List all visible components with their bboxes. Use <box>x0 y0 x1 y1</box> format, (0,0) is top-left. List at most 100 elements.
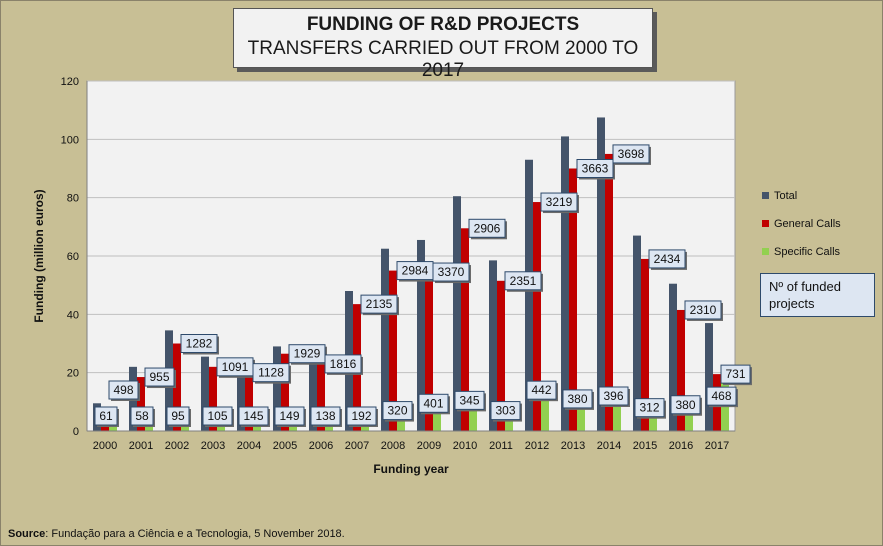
data-label-box <box>238 406 269 426</box>
data-label-box <box>274 406 305 426</box>
chart-title-box: FUNDING OF R&D PROJECTS TRANSFERS CARRIE… <box>233 8 653 81</box>
x-tick-label: 2011 <box>489 440 513 452</box>
data-label-text: 1816 <box>330 357 357 371</box>
data-label-box <box>360 294 398 314</box>
data-label-box <box>418 393 449 413</box>
general-calls-bar <box>677 309 685 431</box>
specific-projects-label: 468 <box>706 386 738 408</box>
specific-projects-label: 380 <box>562 389 594 410</box>
data-label-text: 3219 <box>546 195 573 209</box>
data-label-box <box>720 364 751 384</box>
general-projects-label: 2310 <box>684 300 723 321</box>
source-text: : Fundação para a Ciência e a Tecnologia… <box>45 528 345 540</box>
x-tick-label: 2010 <box>453 440 477 452</box>
specific-projects-label: 61 <box>94 406 119 427</box>
general-projects-label: 1816 <box>324 354 363 375</box>
specific-calls-bar <box>613 396 621 431</box>
specific-projects-label: 401 <box>418 393 450 415</box>
data-label-box <box>598 386 629 406</box>
general-calls-bar <box>425 272 433 431</box>
data-label-box <box>180 334 218 353</box>
specific-projects-label: 149 <box>274 406 306 427</box>
data-label-text: 61 <box>99 409 113 423</box>
data-label-box <box>670 395 701 415</box>
total-bar <box>489 260 497 431</box>
legend: Total General Calls Specific Calls <box>762 190 841 258</box>
data-label-text: 145 <box>243 409 263 423</box>
x-tick-label: 2003 <box>201 440 225 452</box>
specific-projects-label: 95 <box>166 406 191 427</box>
legend-general-calls-label: General Calls <box>774 218 841 230</box>
total-bar <box>525 159 533 431</box>
y-axis-ticks: 0 20 40 60 80 100 120 <box>61 76 79 438</box>
specific-projects-label: 442 <box>526 380 558 402</box>
data-label-text: 3370 <box>438 265 465 279</box>
x-tick-label: 2000 <box>93 440 117 452</box>
data-label-box <box>310 406 341 426</box>
specific-calls-bar <box>109 423 117 431</box>
x-tick-label: 2002 <box>165 440 189 452</box>
specific-calls-bar <box>253 423 261 431</box>
general-calls-bar <box>173 343 181 431</box>
general-projects-label: 1282 <box>180 334 219 355</box>
data-label-text: 2351 <box>510 274 537 288</box>
x-tick-label: 2014 <box>597 440 621 452</box>
general-projects-label: 3698 <box>612 144 651 165</box>
general-projects-label: 2434 <box>648 249 687 270</box>
y-axis-title: Funding (million euros) <box>32 189 46 322</box>
specific-calls-bar <box>541 390 549 431</box>
source-label: Source <box>8 528 46 540</box>
specific-calls-bar <box>469 400 477 431</box>
general-calls-bar <box>497 280 505 431</box>
data-label-text: 731 <box>725 367 745 381</box>
x-tick-label: 2004 <box>237 440 261 452</box>
total-bar <box>273 346 281 431</box>
general-projects-label: 2984 <box>396 261 435 282</box>
specific-projects-label: 345 <box>454 390 486 412</box>
data-label-text: 192 <box>351 409 371 423</box>
general-calls-bar <box>245 372 253 431</box>
general-calls-bar <box>461 228 469 431</box>
data-label-text: 2310 <box>690 303 717 317</box>
y-tick-label: 40 <box>67 309 79 321</box>
general-projects-label: 731 <box>720 364 752 386</box>
x-tick-label: 2015 <box>633 440 657 452</box>
legend-specific-calls-label: Specific Calls <box>774 246 841 258</box>
y-tick-label: 120 <box>61 76 79 88</box>
x-tick-label: 2009 <box>417 440 441 452</box>
total-bar <box>381 248 389 431</box>
general-projects-label: 2351 <box>504 271 543 292</box>
general-calls-bar <box>533 202 541 431</box>
total-bar <box>633 235 641 431</box>
general-calls-bar <box>605 153 613 431</box>
specific-projects-label: 192 <box>346 406 378 427</box>
x-tick-label: 2016 <box>669 440 693 452</box>
x-axis-ticks: 2000 2001 2002 2003 2004 2005 2006 2007 2008 2009… <box>93 440 729 452</box>
data-label-text: 3698 <box>618 147 645 161</box>
data-label-text: 138 <box>315 409 335 423</box>
data-label-box <box>130 406 154 426</box>
data-label-text: 345 <box>459 393 479 407</box>
total-bar <box>453 196 461 431</box>
data-label-text: 320 <box>387 404 407 418</box>
data-label-text: 303 <box>495 404 515 418</box>
data-label-box <box>468 218 506 238</box>
data-label-box <box>288 344 326 364</box>
x-tick-label: 2006 <box>309 440 333 452</box>
general-projects-label: 955 <box>144 367 176 389</box>
data-label-text: 442 <box>531 383 551 397</box>
data-label-text: 955 <box>149 370 169 384</box>
data-label-text: 2984 <box>402 264 429 278</box>
general-projects-label: 3219 <box>540 192 579 214</box>
x-tick-label: 2007 <box>345 440 369 452</box>
data-label-text: 149 <box>279 409 299 423</box>
legend-general-calls-swatch <box>762 220 769 227</box>
x-axis-title: Funding year <box>373 462 449 476</box>
data-label-box <box>504 271 542 291</box>
x-tick-label: 2017 <box>705 440 729 452</box>
data-label-text: 58 <box>135 409 149 423</box>
general-calls-bar <box>389 270 397 431</box>
total-bar <box>417 239 425 431</box>
data-label-text: 2906 <box>474 221 501 235</box>
